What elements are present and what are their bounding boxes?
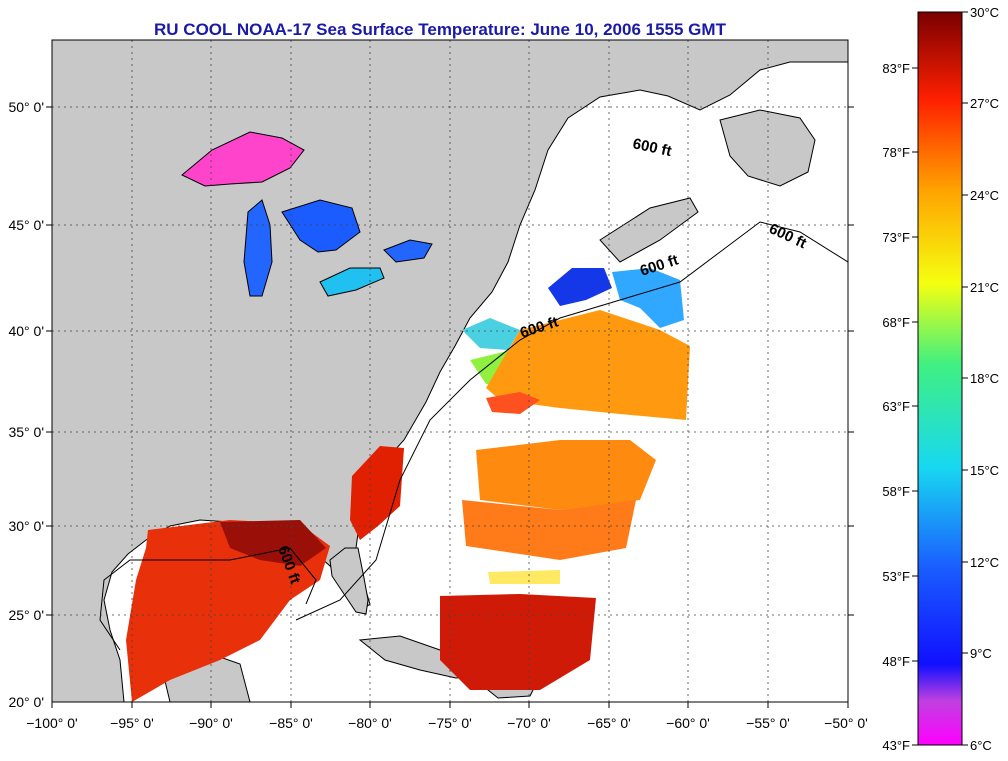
colorbar-fahrenheit-label: 68°F xyxy=(882,315,910,330)
colorbar-fahrenheit-label: 73°F xyxy=(882,230,910,245)
lat-label: 45° 0' xyxy=(8,217,44,233)
colorbar-celsius-label: 6°C xyxy=(970,738,992,753)
land-florida xyxy=(329,547,369,615)
colorbar-fahrenheit-label: 78°F xyxy=(882,145,910,160)
lon-label: −50° 0' xyxy=(824,715,868,731)
land-nova-scotia xyxy=(599,197,699,263)
lon-label: −75° 0' xyxy=(428,715,472,731)
colorbar: 30°C 27°C 24°C 21°C 18°C 15°C 12°C 9°C 6… xyxy=(882,5,999,753)
600ft-contour xyxy=(295,221,848,621)
colorbar-fahrenheit-label: 53°F xyxy=(882,569,910,584)
lat-label: 35° 0' xyxy=(8,424,44,440)
600ft-contour-gulf xyxy=(99,547,317,651)
colorbar-celsius-label: 9°C xyxy=(970,646,992,661)
sst-data xyxy=(126,268,690,702)
colorbar-celsius-label: 15°C xyxy=(970,463,999,478)
lon-label: −85° 0' xyxy=(269,715,313,731)
lon-label: −70° 0' xyxy=(507,715,551,731)
colorbar-celsius-label: 30°C xyxy=(970,5,999,20)
lat-label: 40° 0' xyxy=(8,323,44,339)
colorbar-celsius-label: 21°C xyxy=(970,280,999,295)
lat-label: 25° 0' xyxy=(8,607,44,623)
land-newfoundland xyxy=(719,109,816,187)
colorbar-fahrenheit-label: 83°F xyxy=(882,61,910,76)
lat-axis: 50° 0' 45° 0' 40° 0' 35° 0' 30° 0' 25° 0… xyxy=(8,99,854,710)
great-lakes xyxy=(181,131,433,297)
lat-label: 20° 0' xyxy=(8,694,44,710)
map-title: RU COOL NOAA-17 Sea Surface Temperature:… xyxy=(154,20,726,39)
colorbar-fahrenheit-label: 43°F xyxy=(882,738,910,753)
colorbar-fahrenheit-label: 63°F xyxy=(882,399,910,414)
lon-label: −95° 0' xyxy=(110,715,154,731)
lon-label: −60° 0' xyxy=(666,715,710,731)
colorbar-celsius-label: 27°C xyxy=(970,96,999,111)
lon-label: −100° 0' xyxy=(26,715,77,731)
colorbar-fahrenheit-label: 48°F xyxy=(882,654,910,669)
colorbar-celsius-label: 12°C xyxy=(970,555,999,570)
lon-label: −55° 0' xyxy=(746,715,790,731)
colorbar-celsius-label: 24°C xyxy=(970,188,999,203)
colorbar-celsius-label: 18°C xyxy=(970,371,999,386)
colorbar-fahrenheit-label: 58°F xyxy=(882,484,910,499)
lat-label: 50° 0' xyxy=(8,99,44,115)
graticule xyxy=(52,40,848,702)
lat-label: 30° 0' xyxy=(8,518,44,534)
lon-label: −65° 0' xyxy=(587,715,631,731)
lon-axis: −100° 0' −95° 0' −90° 0' −85° 0' −80° 0'… xyxy=(26,702,868,731)
lon-label: −90° 0' xyxy=(189,715,233,731)
lon-label: −80° 0' xyxy=(348,715,392,731)
colorbar-gradient xyxy=(917,11,963,746)
